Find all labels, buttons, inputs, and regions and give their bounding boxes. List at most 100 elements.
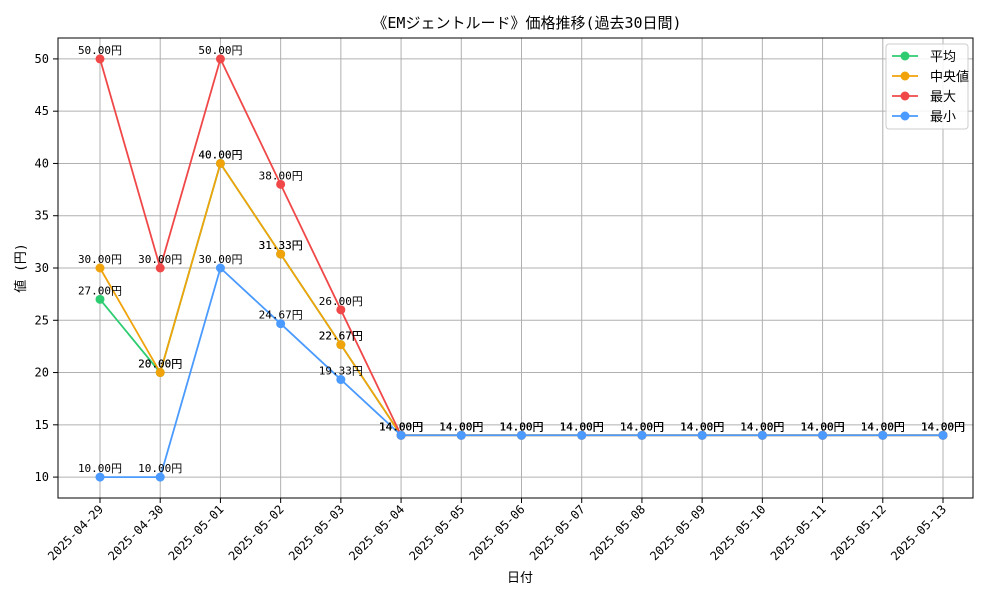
data-label: 14.00円 <box>560 420 604 433</box>
x-tick-label: 2025-04-30 <box>105 502 166 563</box>
data-label: 14.00円 <box>921 420 965 433</box>
data-point <box>517 430 526 440</box>
data-label: 14.00円 <box>680 420 724 433</box>
data-label: 14.00円 <box>499 420 543 433</box>
data-label: 14.00円 <box>801 420 845 433</box>
data-label: 38.00円 <box>259 169 303 182</box>
data-label: 14.00円 <box>861 420 905 433</box>
data-point <box>276 179 286 189</box>
data-point <box>336 375 346 385</box>
x-tick-label: 2025-05-09 <box>647 502 708 563</box>
x-tick-label: 2025-05-08 <box>587 502 648 563</box>
legend-marker <box>900 51 910 61</box>
data-label: 40.00円 <box>198 148 242 161</box>
series-group <box>95 54 948 482</box>
data-label: 24.67円 <box>259 309 303 322</box>
data-label: 14.00円 <box>740 420 784 433</box>
data-label: 14.00円 <box>560 420 604 433</box>
data-label: 31.33円 <box>259 239 303 252</box>
data-point <box>215 54 225 64</box>
data-label: 14.00円 <box>379 420 423 433</box>
data-label: 14.00円 <box>439 420 483 433</box>
data-label: 14.00円 <box>740 420 784 433</box>
data-point <box>276 249 286 259</box>
x-tick-label: 2025-05-12 <box>828 502 889 563</box>
data-label: 14.00円 <box>861 420 905 433</box>
data-label: 14.00円 <box>439 420 483 433</box>
y-tick-label: 20 <box>35 366 49 380</box>
data-label: 14.00円 <box>379 420 423 433</box>
data-label: 14.00円 <box>861 420 905 433</box>
data-label: 14.00円 <box>801 420 845 433</box>
y-tick-label: 50 <box>35 52 49 66</box>
x-tick-label: 2025-05-13 <box>888 502 949 563</box>
x-tick-label: 2025-05-02 <box>226 502 287 563</box>
y-tick-label: 15 <box>35 418 49 432</box>
data-point <box>757 430 767 440</box>
data-label: 26.00円 <box>319 295 363 308</box>
data-label: 14.00円 <box>439 420 483 433</box>
data-label: 22.67円 <box>319 330 363 343</box>
legend-marker <box>900 71 910 81</box>
data-label: 14.00円 <box>499 420 543 433</box>
data-label: 14.00円 <box>620 420 664 433</box>
x-axis-label: 日付 <box>507 571 533 586</box>
data-label: 14.00円 <box>921 420 965 433</box>
data-label: 10.00円 <box>138 462 182 475</box>
data-label: 14.00円 <box>680 420 724 433</box>
x-tick-label: 2025-05-05 <box>406 502 467 563</box>
data-label: 14.00円 <box>620 420 664 433</box>
data-point <box>155 368 165 378</box>
data-label: 14.00円 <box>439 420 483 433</box>
series-3 <box>95 263 948 482</box>
data-label: 22.67円 <box>319 330 363 343</box>
data-point <box>878 430 888 440</box>
data-label: 30.00円 <box>138 253 182 266</box>
y-tick-label: 30 <box>35 261 49 275</box>
data-label: 10.00円 <box>78 462 122 475</box>
data-point <box>95 54 105 64</box>
data-label: 14.00円 <box>921 420 965 433</box>
x-tick-label: 2025-04-29 <box>45 502 106 563</box>
data-labels: 27.00円 20.00円 40.00円 31.33円 22.67円 14.00円 14.0… <box>78 44 965 475</box>
data-point <box>95 263 105 273</box>
data-label: 14.00円 <box>680 420 724 433</box>
data-label: 14.00円 <box>921 420 965 433</box>
x-tick-label: 2025-05-01 <box>166 502 227 563</box>
data-label: 14.00円 <box>680 420 724 433</box>
data-label: 14.00円 <box>379 420 423 433</box>
data-label: 14.00円 <box>499 420 543 433</box>
y-tick-label: 40 <box>35 156 49 170</box>
chart-title: 《EMジェントルード》価格推移(過去30日間) <box>372 14 681 32</box>
x-axis-ticks: 2025-04-29 2025-04-30 2025-05-01 2025-05-02… <box>45 498 949 563</box>
data-label: 20.00円 <box>138 358 182 371</box>
data-label: 14.00円 <box>740 420 784 433</box>
data-label: 14.00円 <box>560 420 604 433</box>
data-point <box>637 430 647 440</box>
x-tick-label: 2025-05-04 <box>346 502 407 563</box>
data-label: 14.00円 <box>560 420 604 433</box>
data-label: 27.00円 <box>78 284 122 297</box>
data-label: 14.00円 <box>620 420 664 433</box>
data-point <box>155 472 165 482</box>
data-label: 30.00円 <box>78 253 122 266</box>
x-tick-label: 2025-05-06 <box>467 502 528 563</box>
data-point <box>276 319 286 329</box>
legend-label: 最大 <box>930 90 956 105</box>
data-label: 14.00円 <box>801 420 845 433</box>
data-label: 14.00円 <box>740 420 784 433</box>
x-tick-label: 2025-05-11 <box>768 502 829 563</box>
data-point <box>818 430 828 440</box>
data-point <box>577 430 587 440</box>
data-point <box>155 263 165 273</box>
data-label: 14.00円 <box>801 420 845 433</box>
data-point <box>95 472 105 482</box>
y-tick-label: 10 <box>35 470 49 484</box>
data-label: 14.00円 <box>379 420 423 433</box>
data-label: 50.00円 <box>198 44 242 57</box>
data-point <box>215 158 225 168</box>
data-label: 20.00円 <box>138 358 182 371</box>
x-tick-label: 2025-05-07 <box>527 502 588 563</box>
data-point <box>456 430 466 440</box>
